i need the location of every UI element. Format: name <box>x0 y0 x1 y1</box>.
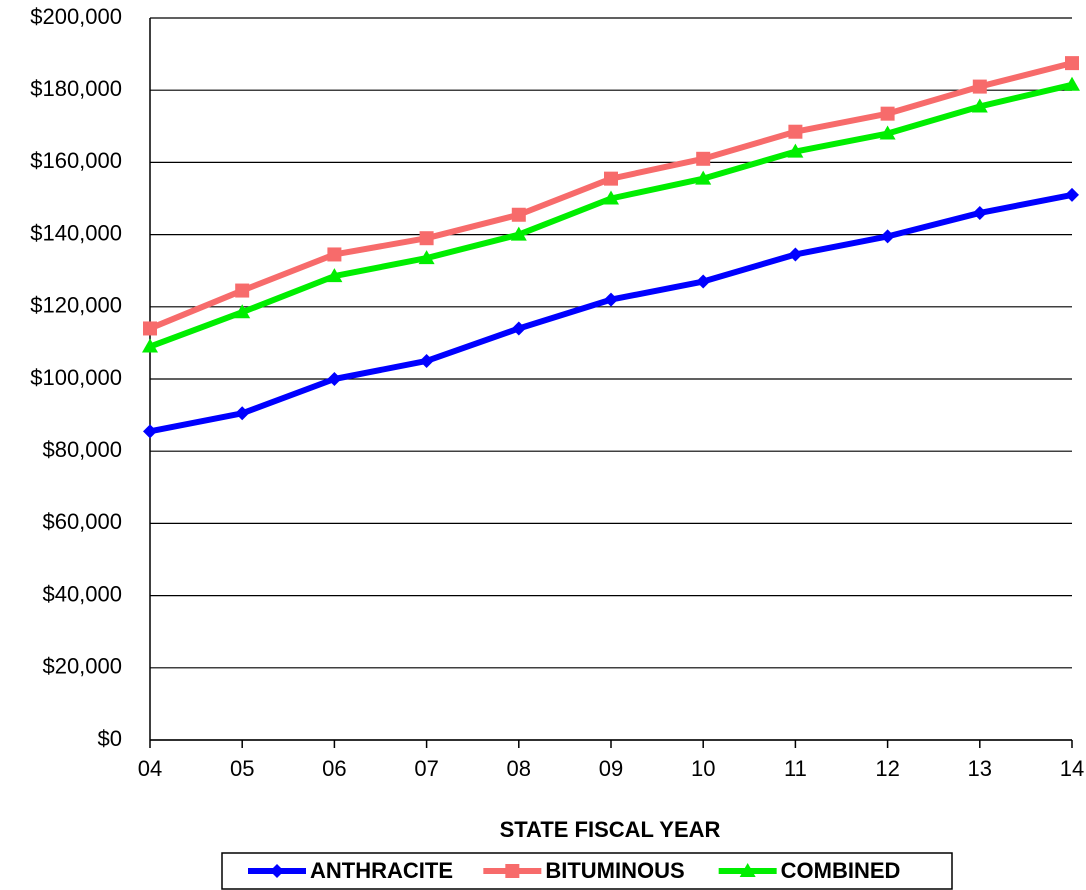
marker <box>327 372 342 386</box>
marker <box>327 247 342 262</box>
marker <box>696 274 711 289</box>
marker <box>143 424 157 439</box>
y-tick-label: $180,000 <box>30 76 122 101</box>
legend-label: ANTHRACITE <box>310 858 453 883</box>
marker <box>972 79 987 94</box>
marker <box>788 124 803 139</box>
y-tick-label: $120,000 <box>30 293 122 318</box>
legend-label: COMBINED <box>781 858 901 883</box>
marker <box>788 247 803 262</box>
marker <box>604 292 618 307</box>
marker <box>695 170 712 185</box>
marker <box>696 151 711 166</box>
marker <box>879 125 896 140</box>
y-tick-label: $80,000 <box>42 437 122 462</box>
marker <box>1065 187 1079 202</box>
marker <box>326 268 343 283</box>
marker <box>510 226 527 241</box>
marker <box>880 106 895 121</box>
marker <box>143 321 157 336</box>
x-tick-label: 12 <box>875 756 899 781</box>
x-tick-label: 04 <box>138 756 162 781</box>
x-tick-label: 07 <box>414 756 438 781</box>
x-tick-label: 11 <box>784 756 807 781</box>
y-tick-label: $100,000 <box>30 365 122 390</box>
legend-label: BITUMINOUS <box>545 858 684 883</box>
x-tick-label: 13 <box>968 756 992 781</box>
y-tick-label: $160,000 <box>30 148 122 173</box>
marker <box>604 171 618 186</box>
x-tick-label: 08 <box>507 756 531 781</box>
x-tick-label: 05 <box>230 756 254 781</box>
y-tick-label: $60,000 <box>42 509 122 534</box>
y-tick-label: $140,000 <box>30 220 122 245</box>
x-axis-title: STATE FISCAL YEAR <box>500 817 721 842</box>
marker <box>603 190 619 205</box>
marker <box>235 406 250 421</box>
marker <box>235 283 250 298</box>
y-tick-label: $200,000 <box>30 4 122 29</box>
x-tick-label: 06 <box>322 756 346 781</box>
marker <box>511 207 526 222</box>
x-tick-label: 10 <box>691 756 715 781</box>
marker <box>234 304 251 319</box>
line <box>149 191 1073 435</box>
marker <box>511 321 526 336</box>
y-tick-label: $0 <box>98 726 122 751</box>
marker <box>971 98 988 113</box>
marker <box>142 338 158 353</box>
legend-marker <box>505 864 520 878</box>
y-tick-label: $40,000 <box>42 581 122 606</box>
x-tick-label: 09 <box>599 756 623 781</box>
marker <box>1064 76 1080 91</box>
marker <box>419 353 434 368</box>
marker <box>972 205 987 220</box>
legend-marker <box>270 864 284 878</box>
legend-marker <box>739 863 756 877</box>
marker <box>787 143 804 158</box>
marker <box>1065 56 1079 71</box>
legend-box <box>221 852 953 890</box>
y-tick-label: $20,000 <box>42 654 122 679</box>
x-tick-label: 14 <box>1060 756 1084 781</box>
marker <box>419 231 434 246</box>
marker <box>418 250 435 265</box>
marker <box>880 229 895 244</box>
